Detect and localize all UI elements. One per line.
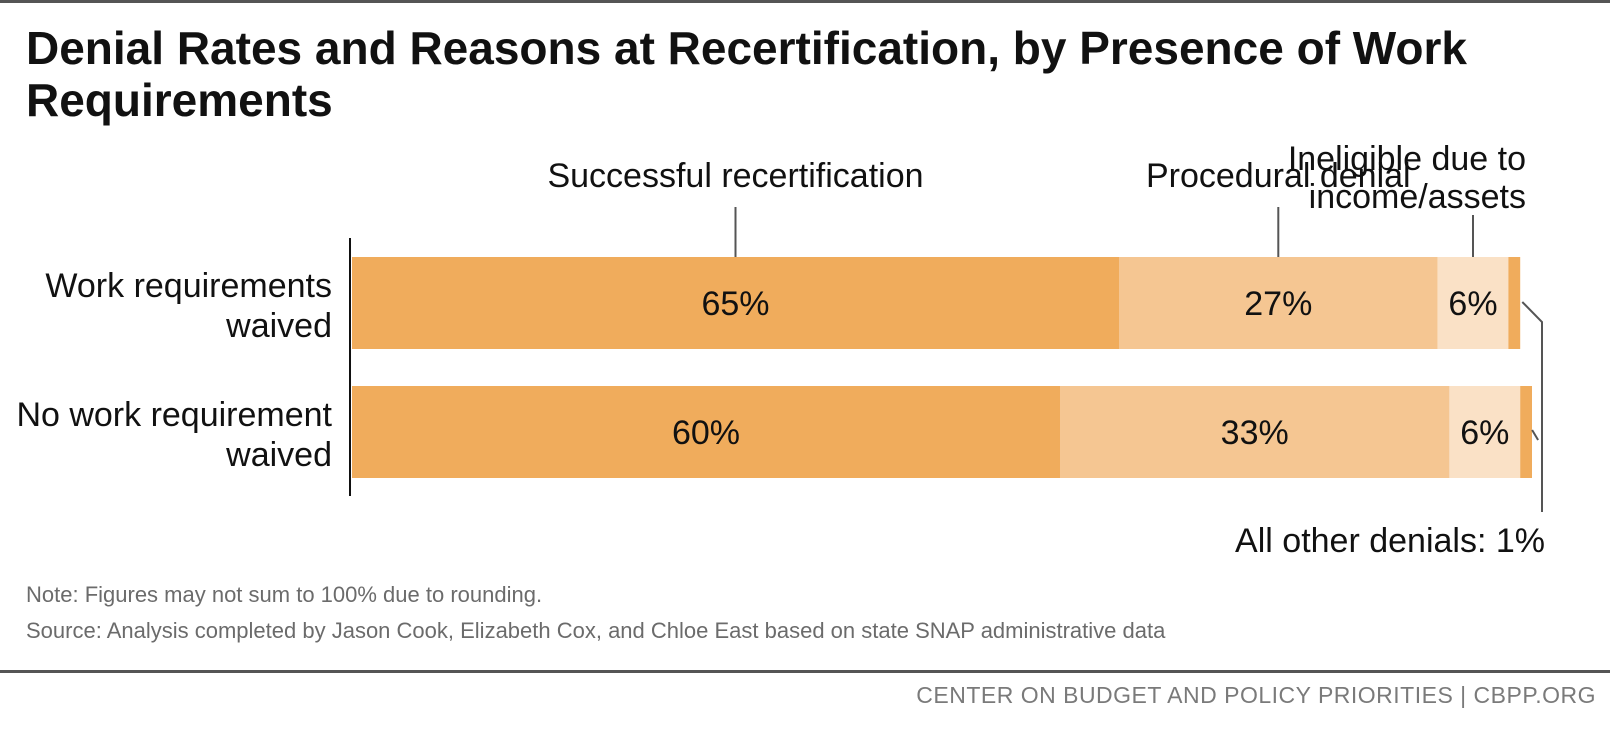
category-label-1-line-2: waived — [225, 307, 332, 345]
bar-2-value-label-3: 6% — [1460, 414, 1509, 452]
bar-2-segment-1 — [352, 386, 1060, 478]
bar-2-value-label-1: 60% — [672, 414, 740, 452]
category-label-2-line-2: waived — [225, 436, 332, 474]
series-label-2-line-1: Procedural denial — [1146, 157, 1411, 195]
chart-note: Note: Figures may not sum to 100% due to… — [26, 582, 543, 607]
bar-1-segment-3 — [1437, 257, 1509, 349]
bar-2-segment-3 — [1449, 386, 1521, 478]
chart-source: Source: Analysis completed by Jason Cook… — [26, 618, 1166, 643]
bar-1-segment-2 — [1119, 257, 1438, 349]
bar-1-segment-4 — [1508, 257, 1521, 349]
bar-1-value-label-1: 65% — [701, 285, 769, 323]
series-label-3-line-2: income/assets — [1309, 178, 1526, 216]
bottom-rule — [0, 670, 1610, 673]
other-denials-annotation: All other denials: 1% — [1235, 522, 1545, 560]
other-denials-leader-1 — [1521, 301, 1543, 512]
bar-2-segment-4 — [1520, 386, 1532, 478]
chart-title: Denial Rates and Reasons at Recertificat… — [26, 22, 1467, 126]
bar-1-value-label-2: 27% — [1244, 285, 1312, 323]
category-label-2-line-1: No work requirement — [16, 396, 332, 434]
series-label-1-line-1: Successful recertification — [547, 157, 923, 195]
series-label-3-line-1: Ineligible due to — [1288, 140, 1526, 178]
category-label-1-line-1: Work requirements — [45, 267, 332, 305]
other-denials-leader-2 — [1531, 429, 1539, 441]
footer-credit: CENTER ON BUDGET AND POLICY PRIORITIES |… — [916, 682, 1596, 708]
top-rule — [0, 0, 1610, 3]
bar-2-segment-2 — [1060, 386, 1450, 478]
bar-1-segment-1 — [352, 257, 1119, 349]
bar-1-value-label-3: 6% — [1448, 285, 1497, 323]
bar-2-value-label-2: 33% — [1221, 414, 1289, 452]
